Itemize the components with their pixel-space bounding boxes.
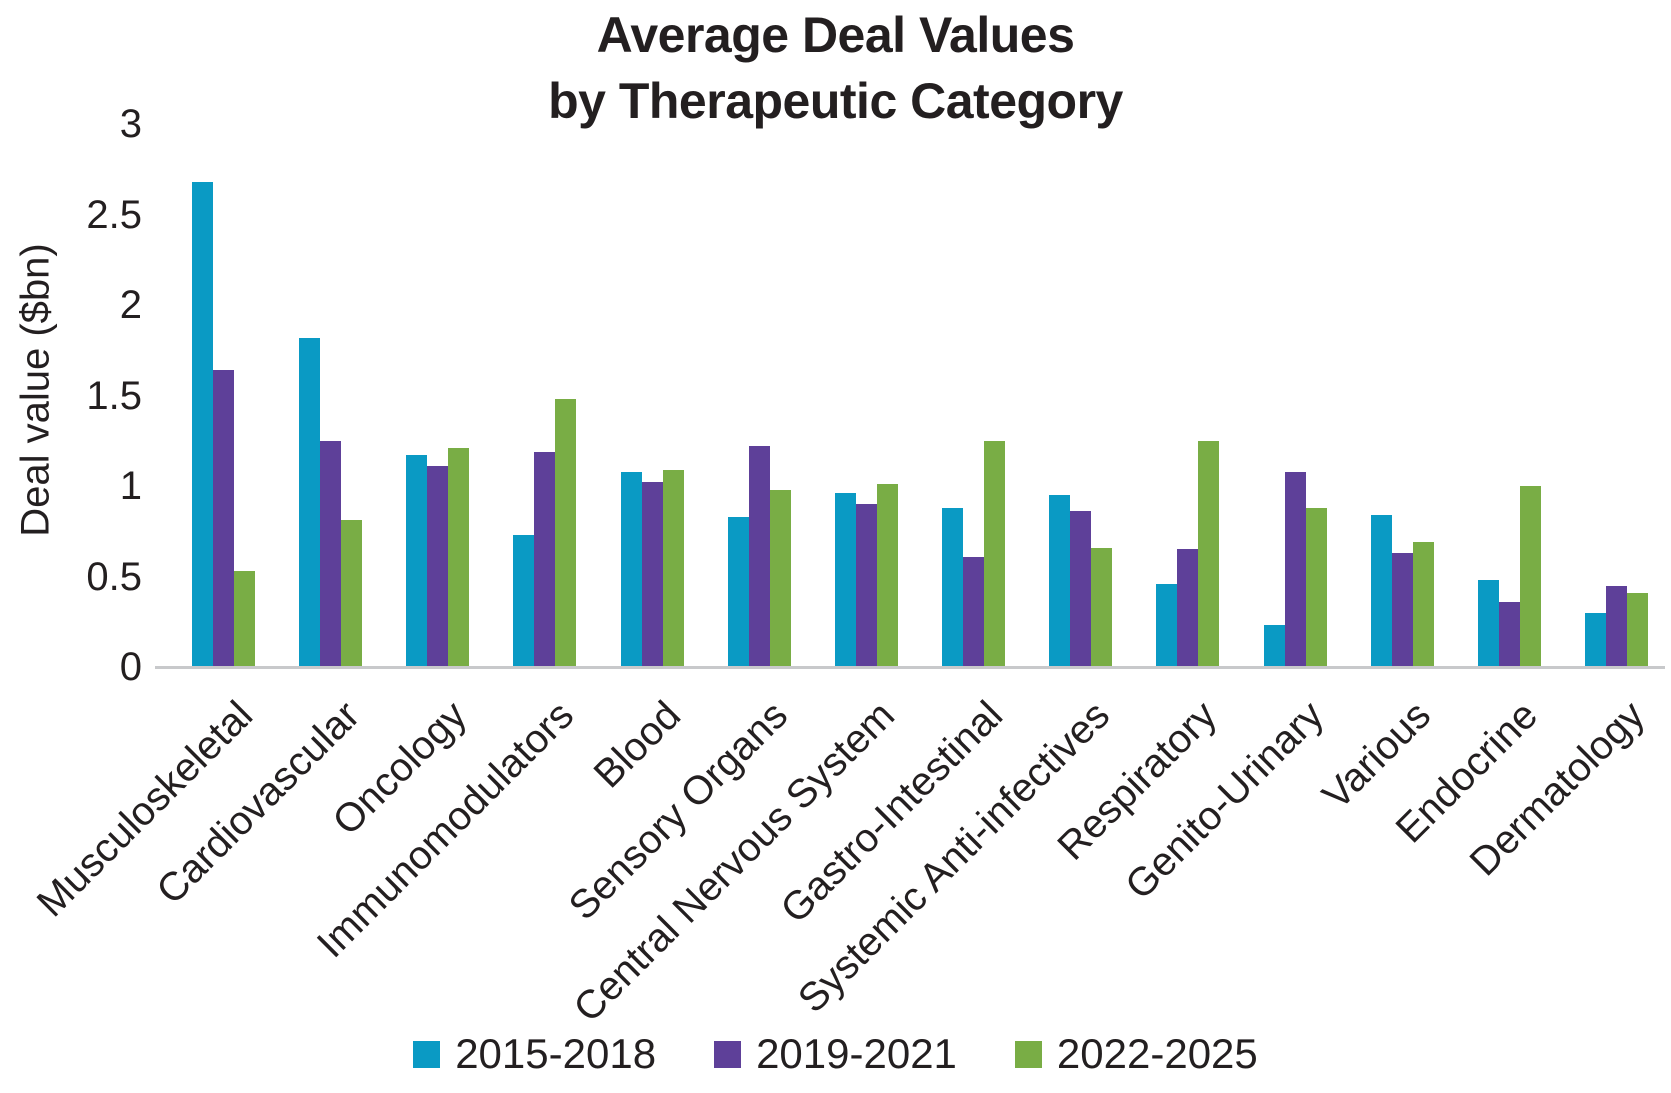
bar-group	[942, 124, 1006, 667]
bar-2015-2018	[1263, 625, 1285, 667]
y-tick-label: 2.5	[86, 192, 142, 237]
bar-2022-2025	[984, 440, 1006, 667]
bar-2015-2018	[192, 181, 213, 667]
bar-2019-2021	[1605, 585, 1627, 667]
bar-2022-2025	[1305, 507, 1327, 667]
legend-item: 2022-2025	[1014, 1030, 1258, 1078]
legend-item: 2015-2018	[413, 1030, 656, 1078]
bar-2019-2021	[1284, 471, 1306, 667]
bar-2019-2021	[1498, 601, 1520, 667]
bar-2015-2018	[299, 337, 321, 667]
y-tick-label: 0.5	[86, 554, 142, 599]
bar-2022-2025	[662, 469, 684, 667]
bar-2019-2021	[748, 446, 770, 667]
bar-2022-2025	[341, 520, 363, 667]
bar-2019-2021	[1391, 552, 1413, 667]
bar-2019-2021	[320, 440, 342, 667]
legend-swatch-icon	[413, 1040, 441, 1068]
bar-2022-2025	[769, 489, 791, 667]
bar-2022-2025	[234, 571, 255, 667]
bar-2019-2021	[1070, 511, 1092, 667]
y-tick-label: 1.5	[86, 373, 142, 418]
bar-2019-2021	[963, 556, 985, 667]
bar-group	[406, 124, 470, 667]
y-tick-label: 2	[119, 283, 142, 327]
bar-group	[1049, 124, 1113, 667]
bar-2015-2018	[1370, 514, 1392, 667]
legend-swatch-icon	[1014, 1040, 1042, 1068]
legend-item: 2019-2021	[714, 1030, 957, 1078]
bar-group	[727, 124, 791, 667]
bar-2019-2021	[534, 451, 556, 667]
bar-2015-2018	[513, 534, 535, 667]
bar-2019-2021	[855, 504, 877, 667]
y-tick-label: 1	[119, 464, 142, 508]
bar-group	[513, 124, 577, 667]
bar-2015-2018	[1584, 612, 1606, 667]
bar-group	[834, 124, 898, 667]
bar-2015-2018	[942, 507, 964, 667]
bar-2022-2025	[1412, 542, 1434, 667]
bar-group	[620, 124, 684, 667]
bar-2019-2021	[427, 466, 449, 667]
bar-2019-2021	[213, 370, 234, 667]
bar-group	[192, 124, 255, 667]
bar-2019-2021	[641, 482, 663, 667]
bar-2015-2018	[1477, 580, 1499, 667]
bar-2022-2025	[555, 399, 577, 667]
bar-2015-2018	[1049, 495, 1071, 667]
chart-title-line-1: Average Deal Values	[596, 7, 1075, 63]
bar-group	[1263, 124, 1327, 667]
bar-2015-2018	[727, 516, 749, 667]
bar-2019-2021	[1177, 549, 1199, 667]
chart-title-line-2: by Therapeutic Category	[548, 73, 1123, 129]
legend-swatch-icon	[714, 1040, 742, 1068]
legend-label: 2019-2021	[756, 1030, 957, 1077]
chart-title: Average Deal Values by Therapeutic Categ…	[0, 2, 1671, 134]
bar-2022-2025	[1091, 547, 1113, 667]
bar-group	[1477, 124, 1541, 667]
bar-group	[1156, 124, 1220, 667]
y-tick-label: 0	[119, 645, 142, 689]
bar-2022-2025	[448, 448, 470, 667]
bar-2022-2025	[876, 484, 898, 667]
x-axis-line	[155, 666, 1665, 669]
y-axis-ticks: 3 2.5 2 1.5 1 0.5 0	[0, 102, 142, 689]
y-tick-label: 3	[119, 102, 142, 146]
bar-2015-2018	[834, 493, 856, 667]
bar-2015-2018	[620, 471, 642, 667]
legend-label: 2022-2025	[1056, 1030, 1258, 1077]
plot-area: Musculoskeletal Cardiovascular Oncology Imm…	[28, 124, 1665, 1031]
bar-group	[299, 124, 363, 667]
bar-2022-2025	[1198, 440, 1220, 667]
bar-group	[1584, 124, 1648, 667]
bar-2022-2025	[1519, 486, 1541, 667]
legend-label: 2015-2018	[455, 1030, 657, 1077]
bar-2015-2018	[406, 455, 428, 667]
bar-2022-2025	[1626, 592, 1648, 667]
bar-2015-2018	[1156, 583, 1178, 667]
bar-group	[1370, 124, 1434, 667]
legend: 2015-2018 2019-2021 2022-2025	[0, 1030, 1671, 1078]
